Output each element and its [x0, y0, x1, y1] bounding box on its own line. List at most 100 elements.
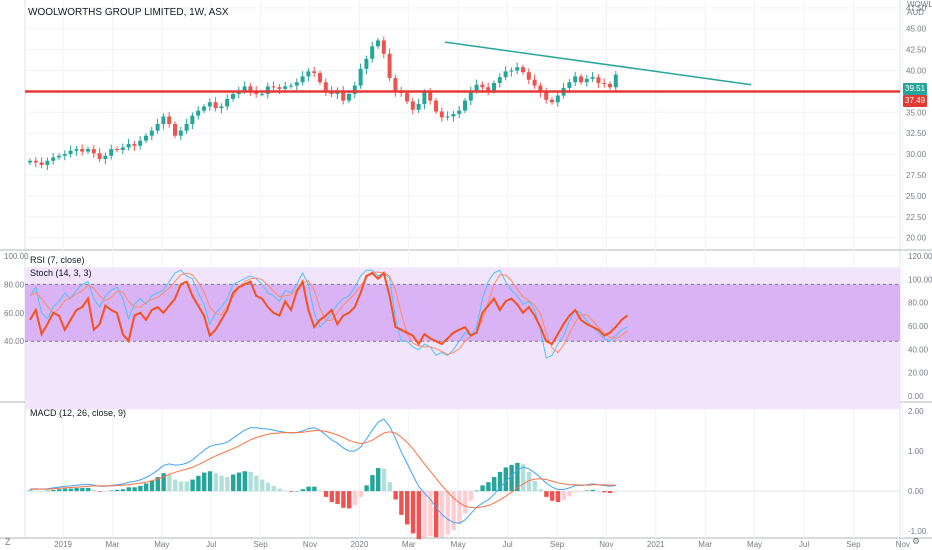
macd-histogram-bar [271, 486, 276, 492]
x-tick-label: Nov [303, 540, 317, 549]
macd-histogram-bar [155, 477, 160, 492]
macd-histogram-bar [178, 481, 184, 492]
macd-histogram-bar [120, 489, 126, 492]
stoch-tick-label: 80.00 [908, 299, 929, 308]
candle-body [196, 110, 201, 116]
macd-histogram-bar [428, 491, 433, 536]
macd-histogram-bar [474, 490, 479, 492]
macd-histogram-bar [329, 491, 334, 503]
x-tick-label: Sep [550, 540, 565, 549]
macd-title: MACD (12, 26, close, 9) [30, 408, 127, 418]
macd-histogram-bar [74, 487, 79, 492]
candle-body [190, 115, 195, 124]
macd-histogram-bar [590, 489, 595, 492]
macd-histogram-bar [579, 491, 584, 492]
macd-histogram-bar [387, 482, 392, 492]
macd-histogram-bar [526, 471, 532, 492]
candle-body [358, 68, 363, 86]
candle-body [323, 82, 328, 92]
candle-body [364, 58, 369, 69]
candle-body [608, 83, 612, 88]
macd-histogram-bar [167, 474, 172, 492]
candle-body [584, 78, 589, 83]
x-tick-label: Jul [799, 540, 809, 549]
price-tick-label: 45.00 [906, 25, 927, 34]
candle-body [497, 77, 502, 84]
macd-histogram-bar [33, 490, 39, 492]
timezone-z-icon[interactable]: Z [5, 537, 11, 547]
macd-histogram-bar [260, 479, 265, 492]
candle-body [416, 103, 421, 110]
macd-histogram-bar [538, 489, 543, 492]
macd-histogram-bar [613, 491, 619, 492]
macd-histogram-bar [126, 487, 131, 492]
candle-body [515, 67, 520, 71]
macd-histogram-bar [503, 467, 508, 492]
macd-histogram-bar [202, 472, 207, 492]
rsi-band-background [25, 284, 900, 342]
rsi-tick-label: 100.00 [4, 252, 29, 261]
macd-histogram-bar [219, 475, 224, 492]
macd-histogram-bar [207, 471, 213, 492]
candle-body [80, 149, 85, 152]
price-tick-label: 42.50 [906, 46, 927, 55]
candle-body [532, 79, 537, 86]
macd-line [29, 418, 616, 524]
macd-histogram-bar [561, 491, 566, 501]
macd-histogram-bar [242, 471, 247, 492]
candle-body [613, 74, 618, 88]
candle-body [138, 140, 143, 146]
candle-body [74, 149, 79, 151]
macd-histogram-bar [422, 491, 427, 538]
x-tick-label: Nov [599, 540, 613, 549]
candle-body [265, 86, 270, 94]
candle-body [57, 155, 61, 158]
candle-body [521, 67, 525, 73]
macd-histogram-bar [225, 477, 230, 492]
macd-histogram-bar [306, 486, 311, 492]
macd-histogram-bar [486, 482, 491, 492]
candle-body [428, 92, 433, 101]
macd-tick-label: 0.00 [908, 487, 924, 496]
macd-histogram-bar [370, 475, 375, 492]
macd-histogram-bar [393, 491, 398, 500]
candle-body [144, 135, 148, 141]
x-tick-label: Sep [846, 540, 861, 549]
candle-body [347, 93, 351, 101]
candle-body [173, 124, 177, 136]
macd-histogram-bar [567, 491, 572, 497]
candle-body [468, 90, 473, 101]
rsi-title: RSI (7, close) [30, 255, 85, 265]
candle-body [155, 124, 160, 131]
gear-icon[interactable]: ⚙ [912, 536, 921, 546]
stoch-title: Stoch (14, 3, 3) [30, 268, 92, 278]
candle-body [225, 98, 230, 107]
candle-body [503, 71, 508, 78]
stoch-tick-label: 60.00 [908, 322, 929, 331]
stoch-k-line [29, 269, 628, 359]
stoch-d-line [29, 271, 628, 356]
macd-histogram-bar [532, 480, 537, 492]
macd-histogram-bar [347, 491, 352, 509]
candle-body [602, 83, 607, 85]
candle-body [376, 40, 380, 47]
macd-histogram-bar [497, 471, 503, 492]
macd-histogram-bar [480, 485, 485, 492]
macd-histogram-bar [364, 485, 369, 492]
price-tick-label: 22.50 [906, 213, 927, 222]
macd-histogram-bar [173, 479, 178, 492]
macd-tick-label: 2.00 [908, 407, 924, 416]
macd-histogram-bar [144, 483, 149, 492]
x-tick-label: Nov [896, 540, 910, 549]
candle-body [213, 102, 218, 109]
rsi-tick-label: 60.00 [4, 309, 25, 318]
candle-body [538, 85, 543, 93]
macd-histogram-bar [294, 491, 300, 492]
macd-histogram-bar [213, 473, 218, 492]
price-tick-label: 40.00 [906, 67, 927, 76]
macd-histogram-bar [463, 491, 468, 514]
candle-body [480, 84, 485, 88]
candle-body [242, 86, 247, 91]
x-tick-label: Jul [502, 540, 512, 549]
